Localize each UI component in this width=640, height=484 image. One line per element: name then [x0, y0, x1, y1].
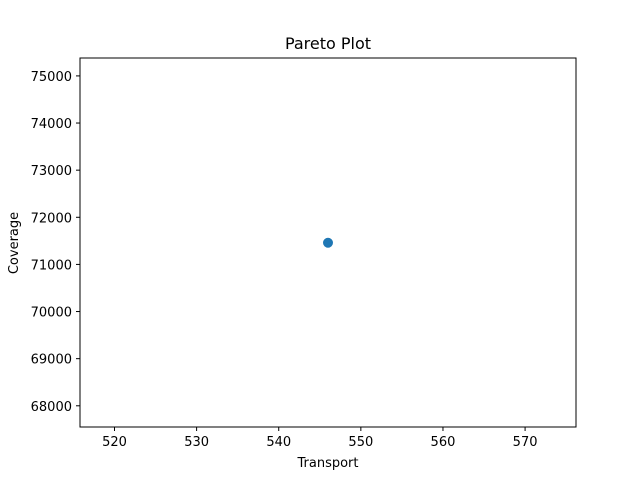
x-axis-label: Transport — [296, 456, 358, 471]
y-tick-label: 72000 — [31, 211, 72, 226]
y-tick-label: 71000 — [31, 258, 72, 273]
x-tick-label: 570 — [513, 435, 538, 450]
y-tick-label: 69000 — [31, 353, 72, 368]
data-point — [323, 237, 333, 248]
x-tick-label: 530 — [184, 435, 209, 450]
plot-frame — [79, 57, 577, 428]
x-tick-label: 520 — [102, 435, 127, 450]
x-tick-label: 540 — [266, 435, 291, 450]
y-axis-label: Coverage — [7, 212, 22, 274]
y-tick-label: 68000 — [31, 400, 72, 415]
y-tick-label: 73000 — [31, 164, 72, 179]
chart-title: Pareto Plot — [285, 34, 371, 53]
x-tick-label: 560 — [431, 435, 456, 450]
y-tick-label: 75000 — [31, 70, 72, 85]
y-tick-label: 74000 — [31, 117, 72, 132]
plot-area: 520 530 540 550 560 570 68000 69000 70000 71000 72… — [31, 57, 577, 450]
x-tick-label: 550 — [348, 435, 373, 450]
y-tick-label: 70000 — [31, 306, 72, 321]
